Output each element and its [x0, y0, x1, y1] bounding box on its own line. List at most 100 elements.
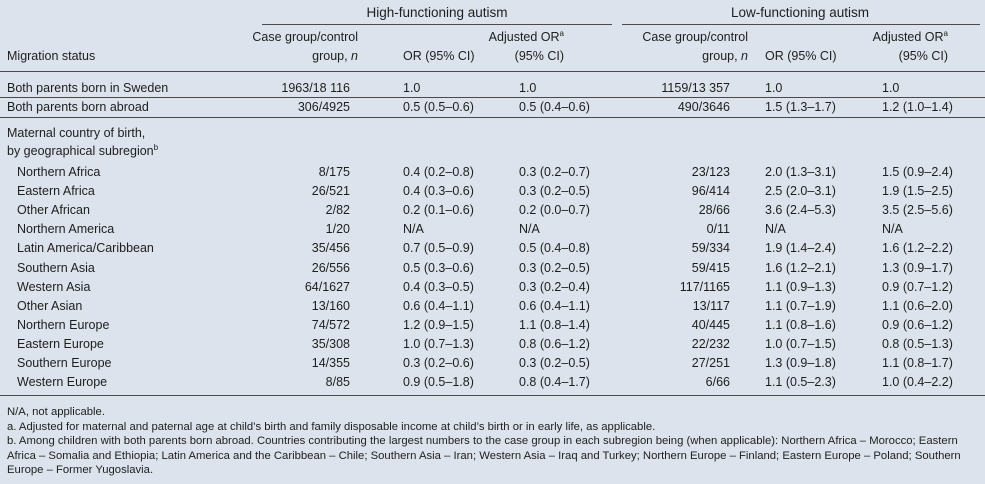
cell: 306/4925: [297, 100, 350, 114]
cell: 1.3 (0.9–1.8): [765, 356, 836, 370]
cell: 13/117: [692, 298, 730, 313]
column-header: OR (95% CI): [765, 49, 837, 63]
cell: 0.3 (0.2–0.4): [519, 279, 590, 294]
cell: 0.2 (0.0–0.7): [519, 203, 590, 218]
cell: 0.8 (0.6–1.2): [519, 336, 590, 351]
superscript: a: [559, 28, 564, 38]
row-label: Eastern Europe: [17, 336, 104, 351]
cell: 0/11: [706, 222, 730, 237]
cell: 117/1165: [679, 279, 730, 294]
section-label: Maternal country of birth,: [7, 126, 146, 140]
row-label: Western Europe: [17, 375, 108, 390]
row-label: Northern America: [17, 222, 115, 237]
column-header: Migration status: [7, 49, 96, 63]
row-label: Latin America/Caribbean: [17, 241, 154, 256]
cell: 0.4 (0.2–0.8): [403, 165, 474, 179]
cell: 28/66: [698, 203, 730, 218]
row-label: Eastern Africa: [17, 184, 95, 199]
cell: 8/175: [318, 165, 350, 179]
cell: 0.9 (0.5–1.8): [403, 375, 474, 390]
cell: N/A: [882, 222, 903, 237]
superscript: b: [153, 142, 159, 152]
header-text: group,: [312, 49, 352, 63]
row-label: Other Asian: [17, 298, 83, 313]
cell: 1.1 (0.8–1.6): [765, 317, 836, 332]
cell: 1.1 (0.5–2.3): [765, 375, 836, 390]
cell: 0.5 (0.3–0.6): [403, 260, 474, 275]
cell: 35/308: [311, 336, 350, 351]
cell: 59/415: [691, 260, 730, 275]
cell: 2.5 (2.0–3.1): [765, 184, 836, 199]
cell: 0.4 (0.3–0.5): [403, 279, 474, 294]
column-header: OR (95% CI): [403, 49, 475, 63]
column-header: Adjusted ORa: [489, 28, 564, 45]
cell: 0.8 (0.4–1.7): [519, 375, 590, 390]
cell: 0.3 (0.2–0.6): [403, 356, 474, 370]
row-label: Southern Europe: [17, 356, 112, 370]
header-italic: n: [741, 49, 748, 63]
row-label: Western Asia: [17, 279, 91, 294]
cell: 0.2 (0.1–0.6): [403, 203, 474, 218]
cell: 64/1627: [304, 279, 350, 294]
header-text: group,: [702, 49, 742, 63]
cell: N/A: [519, 222, 540, 237]
cell: 1.6 (1.2–2.1): [765, 260, 836, 275]
cell: 0.3 (0.2–0.5): [519, 260, 590, 275]
cell: 1.1 (0.8–1.7): [882, 356, 953, 370]
rule: [0, 395, 985, 396]
cell: 1.2 (1.0–1.4): [882, 100, 953, 114]
rule: [0, 97, 985, 98]
cell: 14/355: [311, 356, 350, 370]
cell: 490/3646: [677, 100, 730, 114]
cell: 22/232: [691, 336, 730, 351]
cell: 0.8 (0.5–1.3): [882, 336, 953, 351]
cell: 1.0 (0.7–1.5): [765, 336, 836, 351]
header-text: Adjusted OR: [872, 30, 944, 44]
footnote: N/A, not applicable.: [7, 406, 105, 418]
cell: 6/66: [705, 375, 730, 390]
cell: 59/334: [691, 241, 730, 256]
cell: 2/82: [325, 203, 350, 218]
cell: 0.9 (0.7–1.2): [882, 279, 953, 294]
cell: 1.0: [765, 81, 783, 95]
cell: 1159/13 357: [661, 81, 730, 95]
cell: 13/160: [311, 298, 350, 313]
cell: 0.5 (0.4–0.8): [519, 241, 590, 256]
cell: 40/445: [691, 317, 730, 332]
column-header: (95% CI): [898, 49, 948, 63]
cell: 1.0 (0.4–2.2): [882, 375, 953, 390]
cell: 1.1 (0.8–1.4): [519, 317, 590, 332]
cell: 96/414: [691, 184, 730, 199]
cell: 1.0: [519, 81, 537, 95]
cell: 0.3 (0.2–0.5): [519, 356, 590, 370]
rule: [622, 24, 980, 25]
column-header: Case group/control: [642, 30, 748, 44]
cell: 23/123: [691, 165, 730, 179]
cell: 1963/18 116: [281, 81, 350, 95]
cell: 1.9 (1.5–2.5): [882, 184, 953, 199]
row-label: Southern Asia: [17, 260, 95, 275]
cell: 1.1 (0.7–1.9): [765, 298, 836, 313]
header-italic: n: [351, 49, 358, 63]
cell: 0.6 (0.4–1.1): [403, 298, 474, 313]
cell: 0.7 (0.5–0.9): [403, 241, 474, 256]
column-header: group, n: [702, 49, 748, 64]
cell: 26/521: [311, 184, 350, 199]
cell: 1.1 (0.9–1.3): [765, 279, 836, 294]
cell: 1.3 (0.9–1.7): [882, 260, 953, 275]
cell: 0.9 (0.6–1.2): [882, 317, 953, 332]
cell: 1.1 (0.6–2.0): [882, 298, 953, 313]
cell: 1.0: [403, 81, 421, 95]
column-header: Adjusted ORa: [872, 29, 948, 45]
cell: 1.6 (1.2–2.2): [882, 241, 953, 256]
rule: [0, 71, 985, 72]
cell: 1.0: [882, 81, 900, 95]
row-label: Both parents born abroad: [7, 100, 149, 114]
cell: N/A: [403, 222, 424, 237]
section-text: by geographical subregion: [7, 144, 154, 158]
cell: 1.0 (0.7–1.3): [403, 336, 474, 351]
footnotes: N/A, not applicable. a. Adjusted for mate…: [7, 405, 979, 478]
cell: 8/85: [325, 375, 350, 390]
row-label: Northern Europe: [17, 317, 110, 332]
footnote: b. Among children with both parents born…: [7, 435, 961, 477]
